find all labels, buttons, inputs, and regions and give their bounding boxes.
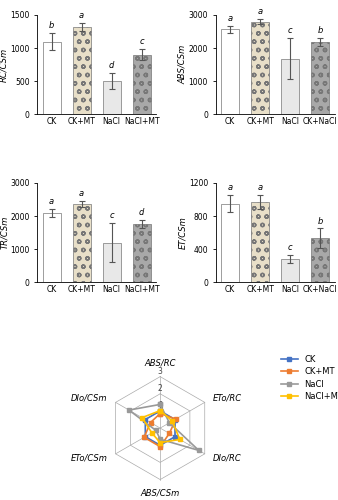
Text: b: b	[49, 21, 54, 30]
Bar	[221, 204, 239, 282]
Text: 2: 2	[158, 384, 163, 393]
Text: a: a	[227, 14, 233, 22]
Bar	[133, 224, 151, 282]
Text: 1: 1	[158, 401, 163, 410]
Text: d: d	[109, 60, 114, 70]
Text: c: c	[110, 210, 114, 220]
Bar	[221, 29, 239, 114]
Text: a: a	[79, 11, 84, 20]
Text: 3: 3	[158, 366, 163, 376]
Bar	[103, 80, 121, 114]
Bar	[103, 242, 121, 282]
Bar	[133, 55, 151, 114]
Y-axis label: ABS/CSm: ABS/CSm	[178, 45, 187, 84]
Legend: CK, CK+MT, NaCl, NaCl+MT: CK, CK+MT, NaCl, NaCl+MT	[281, 355, 338, 401]
Bar	[251, 202, 269, 282]
Text: DIo/CSm: DIo/CSm	[71, 393, 107, 402]
Text: c: c	[139, 38, 144, 46]
Bar	[43, 42, 61, 115]
Text: a: a	[49, 198, 54, 206]
Bar	[251, 22, 269, 114]
Text: ETo/RC: ETo/RC	[213, 393, 242, 402]
Text: DIo/RC: DIo/RC	[213, 454, 242, 463]
Text: ETo/CSm: ETo/CSm	[71, 454, 107, 463]
Y-axis label: ET/CSm: ET/CSm	[178, 216, 187, 249]
Y-axis label: TR/CSm: TR/CSm	[0, 216, 9, 250]
Text: ABS/RC: ABS/RC	[144, 358, 176, 368]
Text: c: c	[288, 243, 292, 252]
Bar	[73, 204, 91, 282]
Bar	[311, 238, 329, 282]
Bar	[311, 42, 329, 115]
Text: b: b	[317, 216, 323, 226]
Bar	[73, 27, 91, 115]
Text: a: a	[227, 184, 233, 192]
Text: a: a	[258, 184, 263, 192]
Bar	[281, 58, 299, 114]
Bar	[43, 214, 61, 282]
Text: ABS/CSm: ABS/CSm	[141, 489, 180, 498]
Text: b: b	[317, 26, 323, 35]
Text: c: c	[288, 26, 292, 35]
Text: a: a	[258, 8, 263, 16]
Text: a: a	[79, 189, 84, 198]
Bar	[281, 259, 299, 282]
Text: d: d	[139, 208, 144, 217]
Y-axis label: RC/CSm: RC/CSm	[0, 48, 9, 82]
